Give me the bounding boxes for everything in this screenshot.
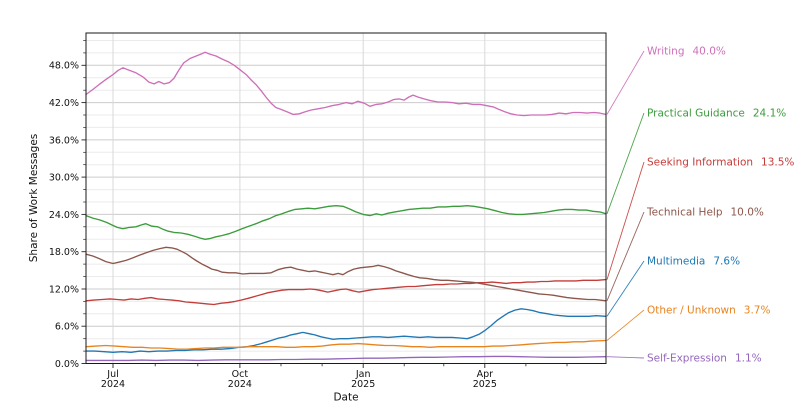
- y-tick-label: 0.0%: [55, 359, 79, 370]
- y-tick-label: 30.0%: [49, 173, 79, 184]
- series-end-label-other-unknown: Other / Unknown 3.7%: [647, 305, 770, 317]
- series-line-multimedia: [85, 308, 607, 353]
- series-value-practical-guidance: 24.1%: [753, 108, 786, 120]
- series-line-writing: [85, 51, 607, 117]
- series-value-self-expression: 1.1%: [735, 353, 762, 365]
- leader-line-other-unknown: [606, 309, 645, 341]
- y-tick-label: 42.0%: [49, 98, 79, 109]
- x-axis-title: Date: [333, 392, 358, 404]
- series-line-practical-guidance: [85, 205, 607, 240]
- y-tick-label: 48.0%: [49, 61, 79, 72]
- leader-line-multimedia: [606, 260, 645, 317]
- series-value-technical-help: 10.0%: [731, 207, 764, 219]
- series-line-technical-help: [85, 246, 607, 302]
- leader-line-practical-guidance: [606, 112, 645, 214]
- y-tick-label: 18.0%: [49, 247, 79, 258]
- series-value-multimedia: 7.6%: [713, 256, 740, 268]
- y-axis-title: Share of Work Messages: [28, 134, 40, 263]
- x-tick-label-year: 2024: [101, 379, 125, 390]
- series-value-writing: 40.0%: [693, 46, 726, 58]
- series-name-technical-help: Technical Help: [646, 207, 723, 219]
- series-value-seeking-information: 13.5%: [761, 157, 794, 169]
- x-tick-label: Apr: [477, 369, 494, 380]
- leader-line-writing: [606, 50, 645, 115]
- x-tick-label: Jul: [106, 369, 118, 380]
- series-name-self-expression: Self-Expression: [647, 353, 727, 365]
- series-end-label-seeking-information: Seeking Information 13.5%: [647, 157, 794, 169]
- series-end-label-self-expression: Self-Expression 1.1%: [647, 353, 762, 365]
- series-name-seeking-information: Seeking Information: [647, 157, 753, 169]
- series-end-label-technical-help: Technical Help 10.0%: [646, 207, 764, 219]
- y-tick-label: 6.0%: [55, 322, 79, 333]
- x-tick-label-year: 2025: [473, 379, 497, 390]
- x-tick-label: Jan: [355, 369, 371, 380]
- series-end-label-multimedia: Multimedia 7.6%: [647, 256, 740, 268]
- series-line-self-expression: [85, 355, 607, 362]
- series-end-label-writing: Writing 40.0%: [647, 46, 726, 58]
- leader-line-technical-help: [606, 211, 645, 301]
- plot-frame: [85, 32, 607, 364]
- series-line-seeking-information: [85, 278, 607, 306]
- series-name-practical-guidance: Practical Guidance: [647, 108, 745, 120]
- series-name-multimedia: Multimedia: [647, 256, 705, 268]
- series-name-writing: Writing: [647, 46, 685, 58]
- series-end-label-practical-guidance: Practical Guidance 24.1%: [647, 108, 786, 120]
- y-tick-label: 24.0%: [49, 210, 79, 221]
- leader-line-self-expression: [606, 356, 645, 359]
- series-line-other-unknown: [85, 339, 607, 350]
- y-tick-label: 12.0%: [49, 284, 79, 295]
- x-tick-label-year: 2025: [351, 379, 375, 390]
- series-name-other-unknown: Other / Unknown: [647, 305, 736, 317]
- leader-line-seeking-information: [606, 161, 645, 280]
- y-tick-label: 36.0%: [49, 135, 79, 146]
- x-tick-label: Oct: [232, 369, 249, 380]
- plot-background: [86, 33, 606, 364]
- x-tick-label-year: 2024: [228, 379, 252, 390]
- series-value-other-unknown: 3.7%: [744, 305, 771, 317]
